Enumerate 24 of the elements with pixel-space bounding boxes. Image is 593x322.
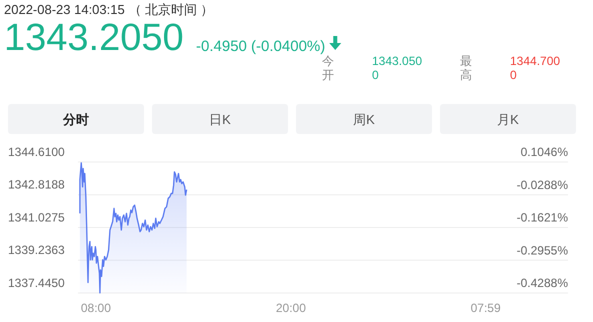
y-tick-label: 1337.4450: [8, 276, 66, 290]
y2-tick-label: -0.2955%: [516, 243, 568, 258]
x-tick-label: 07:59: [470, 301, 501, 315]
chart-title: 2022-08-23 14:03:15 （ 北京时间 ）: [4, 2, 214, 17]
text: 1344.7000: [510, 54, 560, 82]
x-tick-label: 08:00: [80, 301, 112, 315]
y-tick-label: 1342.8188: [8, 178, 66, 192]
y2-tick-label: 0.1046%: [520, 145, 568, 159]
y-tick-label: 1341.0275: [8, 210, 66, 224]
text: 月K: [497, 112, 520, 127]
x-tick-label: 20:00: [276, 301, 306, 315]
text: 最高: [460, 54, 472, 82]
text: 周K: [353, 112, 376, 127]
y2-tick-label: -0.0288%: [516, 178, 568, 192]
y-tick-label: 1344.6100: [8, 145, 66, 159]
text: 1343.0500: [372, 54, 422, 82]
y2-tick-label: -0.4288%: [516, 276, 568, 290]
y2-tick-label: -0.1621%: [516, 210, 568, 224]
text: 分时: [62, 112, 89, 127]
text: 今开: [322, 54, 334, 82]
text: 1343.2050: [4, 17, 184, 59]
text: -0.4950 (-0.0400%): [196, 38, 326, 55]
text: 日K: [209, 112, 232, 127]
y-tick-label: 1339.2363: [8, 243, 66, 258]
